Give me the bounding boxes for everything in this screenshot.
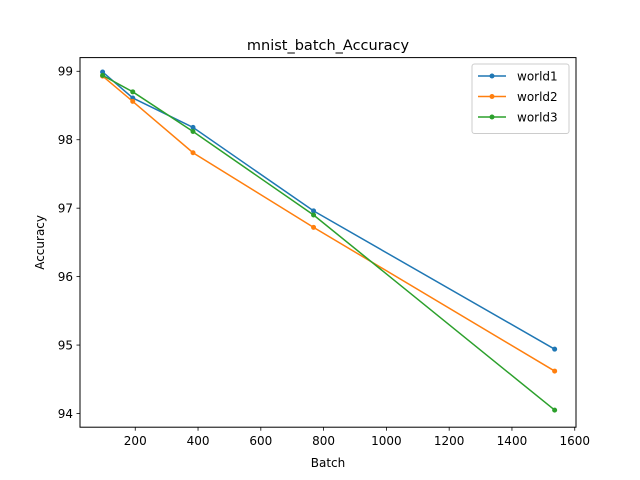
x-tick-label: 1400 <box>497 434 528 448</box>
data-point-world1 <box>130 95 136 101</box>
x-tick-label: 1000 <box>371 434 402 448</box>
y-axis-label: Accuracy <box>33 215 47 270</box>
plot-area <box>100 69 558 413</box>
data-point-world2 <box>552 368 558 374</box>
x-tick-label: 600 <box>249 434 272 448</box>
data-point-world3 <box>190 129 196 135</box>
y-axis: 94 95 96 97 98 99 <box>58 65 80 421</box>
data-point-world3 <box>552 407 558 413</box>
x-axis: 200 400 600 800 1000 1200 1400 1600 <box>124 427 590 448</box>
x-tick-label: 200 <box>124 434 147 448</box>
legend-label-world1: world1 <box>517 69 558 83</box>
data-point-world2 <box>190 150 196 156</box>
y-tick-label: 97 <box>58 201 73 215</box>
axes-frame <box>79 57 577 428</box>
legend-label-world2: world2 <box>517 90 558 104</box>
data-point-world1 <box>190 124 196 130</box>
data-point-world2 <box>311 224 317 230</box>
x-tick-label: 800 <box>312 434 335 448</box>
x-tick-label: 1200 <box>434 434 465 448</box>
legend-marker-world1 <box>489 73 495 79</box>
data-point-world1 <box>311 208 317 214</box>
y-tick-label: 95 <box>58 338 73 352</box>
legend-label-world3: world3 <box>517 110 558 124</box>
x-axis-label: Batch <box>311 456 346 470</box>
chart-title: mnist_batch_Accuracy <box>247 38 410 54</box>
legend-marker-world2 <box>489 94 495 99</box>
x-tick-label: 1600 <box>559 434 590 448</box>
x-tick-label: 400 <box>187 434 210 448</box>
y-tick-label: 94 <box>58 407 73 421</box>
legend-marker-world3 <box>489 114 495 120</box>
data-point-world2 <box>130 98 136 104</box>
data-point-world1 <box>552 346 558 352</box>
data-point-world3 <box>100 72 106 78</box>
legend: world1 world2 world3 <box>471 63 570 134</box>
y-tick-label: 98 <box>58 133 73 147</box>
data-point-world3 <box>130 89 136 95</box>
y-tick-label: 99 <box>58 65 73 79</box>
legend-box <box>471 63 570 134</box>
y-tick-label: 96 <box>58 270 73 284</box>
data-point-world1 <box>100 69 106 75</box>
data-point-world3 <box>311 212 317 218</box>
